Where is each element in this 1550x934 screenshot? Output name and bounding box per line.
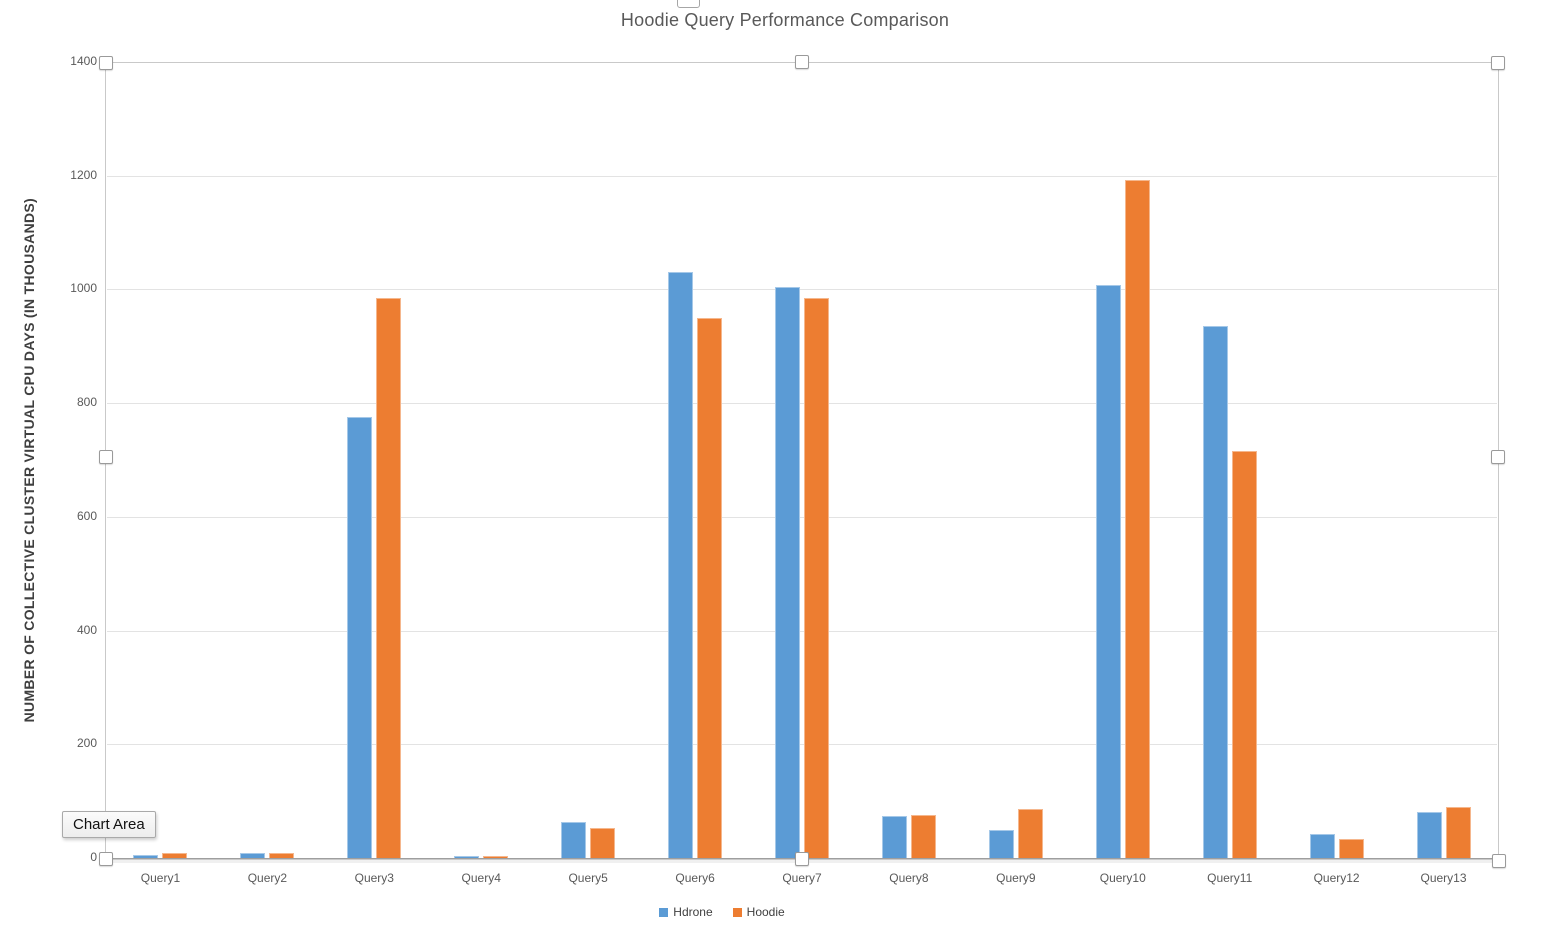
bar-hoodie-query8[interactable]: [910, 815, 936, 858]
x-tick-label: Query5: [568, 871, 608, 885]
chart-area-tooltip: Chart Area: [62, 811, 156, 838]
legend-label: Hdrone: [673, 905, 713, 919]
bar-hoodie-query4[interactable]: [483, 855, 509, 858]
bar-hoodie-query2[interactable]: [269, 853, 295, 858]
selection-handle-bottom-center[interactable]: [795, 852, 809, 866]
gridline: [107, 630, 1497, 632]
bar-group-query3: [321, 62, 428, 858]
gridline: [107, 403, 1497, 405]
bar-hoodie-query7[interactable]: [803, 297, 829, 858]
legend-item-hdrone[interactable]: Hdrone: [659, 905, 713, 919]
bar-group-query2: [214, 62, 321, 858]
selection-handle-top-right[interactable]: [1491, 56, 1505, 70]
y-tick-label: 800: [76, 395, 97, 410]
legend[interactable]: Hdrone Hoodie: [0, 905, 1444, 919]
legend-swatch-icon: [732, 907, 742, 917]
selection-handle-bottom-left[interactable]: [99, 852, 113, 866]
bar-group-query11: [1176, 62, 1283, 858]
y-axis-ticks: 0 200 400 600 800 1000 1200 1400: [30, 54, 97, 864]
bar-hdrone-query11[interactable]: [1202, 326, 1228, 858]
gridline: [107, 175, 1497, 177]
y-tick-label: 200: [76, 736, 97, 751]
bar-hoodie-query3[interactable]: [376, 297, 402, 858]
y-tick-label: 600: [76, 508, 97, 523]
bar-group-query13: [1390, 62, 1497, 858]
bar-hdrone-query8[interactable]: [881, 815, 907, 858]
bar-hdrone-query7[interactable]: [774, 286, 800, 858]
legend-label: Hoodie: [746, 905, 785, 919]
bar-hoodie-query5[interactable]: [590, 828, 616, 858]
bar-hdrone-query12[interactable]: [1309, 834, 1335, 858]
x-tick-label: Query2: [247, 871, 288, 885]
bar-group-query4: [428, 62, 535, 858]
legend-swatch-icon: [659, 907, 669, 917]
x-tick-label: Query6: [675, 871, 715, 885]
gridline: [107, 744, 1497, 746]
bar-group-query1: [107, 62, 214, 858]
y-tick-label: 1400: [70, 54, 97, 68]
chart-selection-handle-top[interactable]: [677, 0, 700, 8]
bar-hoodie-query10[interactable]: [1124, 180, 1150, 858]
bar-group-query9: [962, 62, 1069, 858]
y-tick-label: 1000: [70, 281, 97, 296]
bar-hoodie-query11[interactable]: [1231, 451, 1257, 858]
y-tick-label: 400: [76, 622, 97, 637]
x-tick-label: Query7: [782, 871, 822, 885]
bar-group-query7: [749, 62, 856, 858]
bar-groups: [107, 62, 1497, 858]
bar-group-query8: [855, 62, 962, 858]
chart-title: Hoodie Query Performance Comparison: [620, 10, 950, 30]
plot-area[interactable]: [107, 62, 1497, 860]
x-tick-label: Query1: [140, 871, 181, 885]
bar-hoodie-query13[interactable]: [1445, 806, 1471, 858]
legend-item-hoodie[interactable]: Hoodie: [732, 905, 785, 919]
gridline: [107, 516, 1497, 518]
selection-handle-middle-right[interactable]: [1491, 450, 1505, 464]
bar-group-query6: [642, 62, 749, 858]
bar-hoodie-query12[interactable]: [1338, 838, 1364, 858]
bar-group-query10: [1069, 62, 1176, 858]
bar-hdrone-query4[interactable]: [454, 855, 480, 858]
x-tick-label: Query10: [1099, 871, 1146, 885]
selection-handle-middle-left[interactable]: [99, 450, 113, 464]
y-tick-label: 1200: [70, 167, 97, 182]
y-tick-label: 0: [90, 850, 97, 864]
bar-hdrone-query13[interactable]: [1416, 811, 1442, 858]
bar-hoodie-query9[interactable]: [1017, 809, 1043, 858]
x-tick-label: Query8: [889, 871, 929, 885]
gridline: [107, 289, 1497, 291]
bar-hdrone-query10[interactable]: [1095, 284, 1121, 858]
bar-group-query12: [1283, 62, 1390, 858]
x-tick-label: Query3: [354, 871, 394, 885]
bar-hoodie-query1[interactable]: [162, 853, 188, 858]
x-tick-label: Query9: [996, 871, 1036, 885]
selection-handle-bottom-right[interactable]: [1492, 854, 1506, 868]
bar-hdrone-query6[interactable]: [668, 272, 694, 858]
x-axis-labels: Query1 Query2 Query3 Query4 Query5 Query6 Quer…: [107, 871, 1497, 885]
selection-handle-top-left[interactable]: [99, 56, 113, 70]
x-tick-label: Query4: [461, 871, 501, 885]
x-tick-label: Query11: [1207, 871, 1253, 885]
selection-handle-top-center[interactable]: [795, 55, 809, 69]
x-tick-label: Query12: [1313, 871, 1360, 885]
bar-hdrone-query5[interactable]: [561, 822, 587, 858]
bar-hdrone-query3[interactable]: [347, 417, 373, 858]
bar-hoodie-query6[interactable]: [697, 317, 723, 858]
bar-hdrone-query1[interactable]: [133, 855, 159, 858]
bar-hdrone-query2[interactable]: [240, 852, 266, 858]
bar-hdrone-query9[interactable]: [988, 830, 1014, 858]
bar-group-query5: [535, 62, 642, 858]
x-tick-label: Query13: [1420, 871, 1467, 885]
